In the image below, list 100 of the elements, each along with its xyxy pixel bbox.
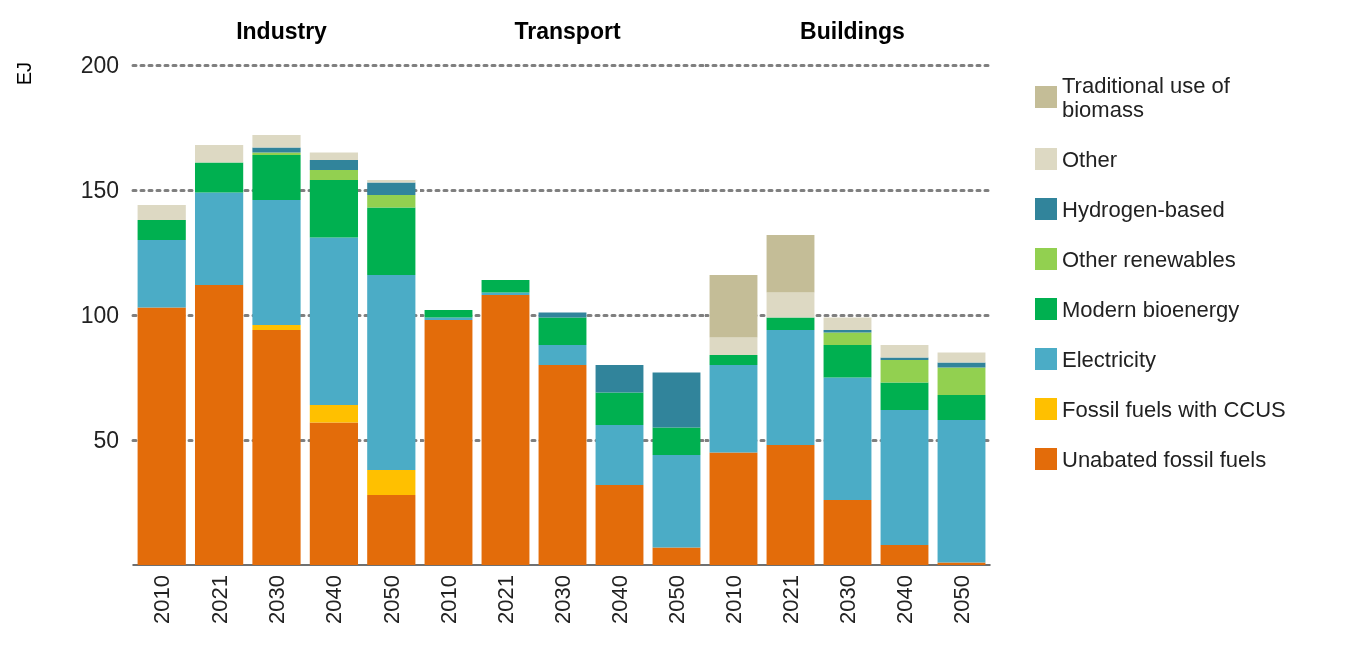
bar: [595, 392, 644, 425]
bar: [309, 180, 359, 238]
bar: [309, 405, 359, 423]
bar: [309, 170, 359, 180]
chart-title: Transport: [514, 17, 621, 44]
bar: [823, 345, 872, 378]
bar: [937, 395, 986, 420]
bar: [252, 147, 301, 153]
bar: [309, 152, 359, 160]
bar: [252, 155, 301, 200]
bar: [194, 145, 244, 163]
bar: [652, 455, 701, 548]
x-tick-label: 2021: [206, 575, 232, 624]
bar: [538, 345, 587, 365]
legend-label: Hydrogen-based: [1062, 196, 1225, 222]
bar: [367, 495, 416, 565]
bar: [766, 292, 815, 318]
x-tick-label: 2040: [607, 575, 632, 624]
x-tick-label: 2010: [149, 575, 175, 624]
bar: [823, 332, 872, 345]
y-tick-label: 100: [80, 302, 119, 328]
bar: [424, 320, 473, 565]
bar: [766, 330, 815, 445]
bar: [252, 135, 301, 148]
bar: [709, 355, 758, 365]
y-tick-label: 150: [80, 177, 119, 203]
bar: [595, 365, 644, 393]
bar: [595, 485, 644, 565]
x-tick-label: 2030: [550, 575, 575, 624]
bar: [367, 470, 416, 495]
bar: [137, 240, 186, 308]
x-tick-label: 2030: [835, 575, 860, 624]
bar: [823, 330, 872, 333]
legend-label: Other renewables: [1062, 246, 1236, 272]
legend-label: Other: [1062, 146, 1118, 172]
bar: [766, 445, 815, 565]
x-tick-label: 2021: [493, 575, 518, 624]
legend-label: Traditional use of biomass: [1062, 72, 1237, 122]
bar: [424, 310, 473, 318]
x-tick-label: 2050: [949, 575, 974, 624]
bar: [194, 192, 244, 285]
bar: [137, 205, 186, 220]
bar: [709, 452, 758, 565]
bar: [194, 162, 244, 193]
bar: [538, 365, 587, 565]
x-tick-label: 2040: [321, 575, 347, 624]
bar: [766, 317, 815, 330]
bar: [937, 352, 986, 363]
bar: [880, 382, 929, 410]
bar: [937, 362, 986, 368]
bar: [309, 237, 359, 405]
bar: [481, 280, 530, 293]
bar: [652, 427, 701, 455]
bar: [880, 345, 929, 358]
bar: [823, 317, 872, 330]
bar: [823, 377, 872, 500]
bar: [652, 547, 701, 565]
bar: [880, 545, 929, 565]
bar: [309, 422, 359, 565]
legend-label: Unabated fossil fuels: [1062, 446, 1267, 472]
bar: [937, 367, 986, 395]
x-tick-label: 2050: [664, 575, 689, 624]
legend-label: Electricity: [1062, 346, 1157, 372]
bar: [367, 180, 416, 183]
bar: [194, 285, 244, 565]
bar: [252, 325, 301, 330]
bar: [937, 420, 986, 563]
bar: [252, 330, 301, 565]
x-tick-label: 2010: [721, 575, 746, 624]
legend-label: Modern bioenergy: [1062, 296, 1240, 322]
bar: [766, 235, 815, 293]
bar: [652, 372, 701, 428]
bar: [481, 295, 530, 565]
bar: [880, 360, 929, 383]
bar: [538, 312, 587, 318]
x-tick-label: 2030: [264, 575, 289, 624]
bar: [709, 365, 758, 453]
x-tick-label: 2010: [436, 575, 461, 624]
bar: [137, 220, 186, 240]
bar: [709, 275, 758, 338]
bar: [880, 410, 929, 545]
y-tick-label: 50: [93, 427, 119, 453]
bar: [367, 195, 416, 208]
bar: [252, 200, 301, 325]
bar: [309, 160, 359, 170]
bar: [538, 317, 587, 345]
x-tick-label: 2040: [892, 575, 917, 624]
bar: [137, 307, 186, 565]
bar: [595, 425, 644, 485]
x-tick-label: 2050: [378, 575, 404, 624]
y-tick-label: 200: [80, 52, 119, 78]
bar: [823, 500, 872, 565]
chart-title: Industry: [236, 17, 328, 44]
bar: [709, 337, 758, 355]
bar: [367, 182, 416, 195]
bar: [367, 207, 416, 275]
bar: [367, 275, 416, 470]
chart-title: Buildings: [800, 17, 905, 44]
y-axis-title: EJ: [13, 62, 35, 86]
legend-label: Fossil fuels with CCUS: [1062, 396, 1286, 422]
